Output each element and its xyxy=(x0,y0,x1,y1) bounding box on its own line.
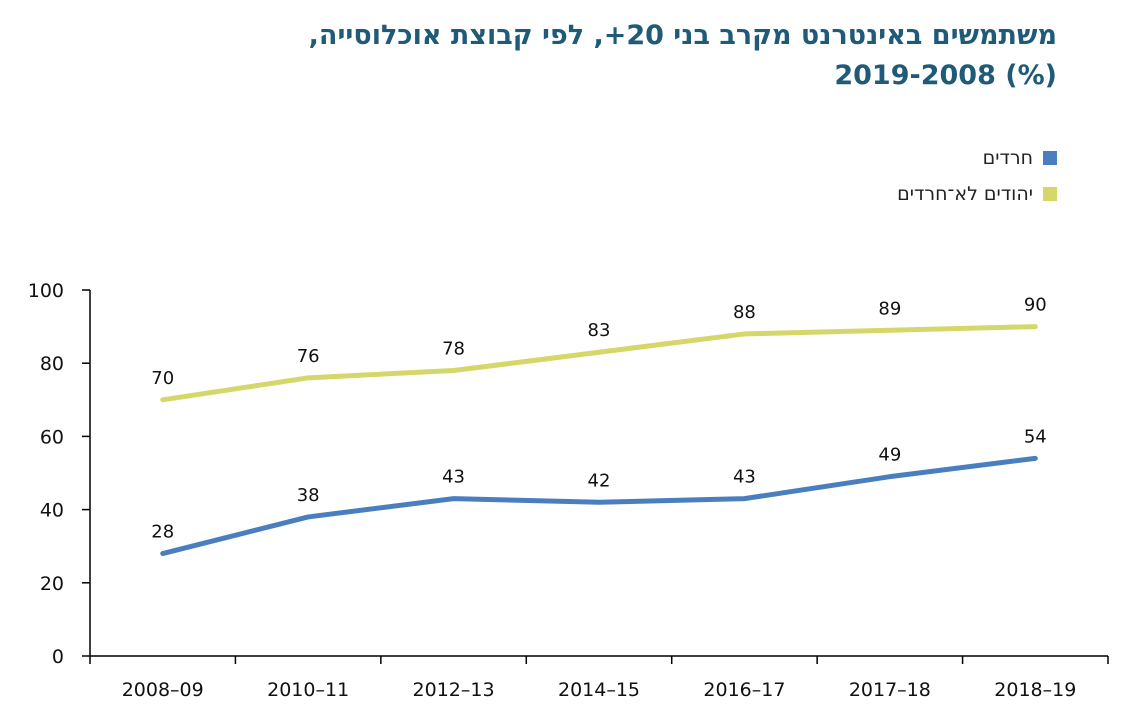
data-label-s1-p2: 78 xyxy=(442,339,465,360)
legend-item-non-haredi-jews: יהודים לא־חרדים xyxy=(897,176,1057,212)
legend-label-haredim: חרדים xyxy=(982,147,1033,169)
legend-item-haredim: חרדים xyxy=(897,140,1057,176)
data-label-s0-p5: 49 xyxy=(878,445,901,466)
data-label-s1-p4: 88 xyxy=(733,302,756,323)
y-tick-label-0: 0 xyxy=(52,646,64,668)
chart-title-line-2: 2019-2008 (%) xyxy=(834,60,1057,91)
x-tick-label-4: 2016–17 xyxy=(703,679,785,701)
data-label-s0-p6: 54 xyxy=(1024,426,1047,447)
y-tick-label-5: 100 xyxy=(28,280,64,302)
data-label-s0-p0: 28 xyxy=(151,522,174,543)
data-label-s1-p0: 70 xyxy=(151,368,174,389)
legend-label-non-haredi-jews: יהודים לא־חרדים xyxy=(897,183,1033,205)
y-tick-label-3: 60 xyxy=(40,426,64,448)
data-label-s1-p6: 90 xyxy=(1024,295,1047,316)
y-tick-label-2: 40 xyxy=(40,500,64,522)
data-label-s1-p5: 89 xyxy=(878,298,901,319)
chart-legend: חרדים יהודים לא־חרדים xyxy=(897,140,1057,212)
x-tick-label-5: 2017–18 xyxy=(849,679,931,701)
x-tick-label-0: 2008–09 xyxy=(122,679,204,701)
data-label-s0-p4: 43 xyxy=(733,467,756,488)
y-tick-label-1: 20 xyxy=(40,573,64,595)
series-line-1 xyxy=(160,324,1038,403)
chart-title-line-1: משתמשים באינטרנט מקרב בני 20+, לפי קבוצת… xyxy=(308,20,1057,51)
x-tick-label-2: 2012–13 xyxy=(413,679,495,701)
data-label-s1-p1: 76 xyxy=(297,346,320,367)
x-tick-label-1: 2010–11 xyxy=(267,679,349,701)
data-label-s0-p2: 43 xyxy=(442,467,465,488)
data-label-s0-p1: 38 xyxy=(297,485,320,506)
y-tick-label-4: 80 xyxy=(40,353,64,375)
x-tick-label-6: 2018–19 xyxy=(994,679,1076,701)
data-label-s1-p3: 83 xyxy=(588,320,611,341)
x-tick-label-3: 2014–15 xyxy=(558,679,640,701)
legend-swatch-non-haredi-jews xyxy=(1043,187,1057,201)
chart-title: משתמשים באינטרנט מקרב בני 20+, לפי קבוצת… xyxy=(257,16,1057,96)
series-line-0 xyxy=(160,455,1038,557)
data-label-s0-p3: 42 xyxy=(588,470,611,491)
legend-swatch-haredim xyxy=(1043,151,1057,165)
